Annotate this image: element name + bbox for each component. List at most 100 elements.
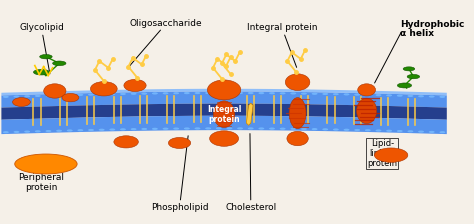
Ellipse shape xyxy=(237,92,243,94)
Ellipse shape xyxy=(227,127,232,129)
Ellipse shape xyxy=(124,79,146,92)
Ellipse shape xyxy=(114,136,138,148)
Ellipse shape xyxy=(173,127,179,130)
Ellipse shape xyxy=(46,95,51,97)
Text: Peripheral
protein: Peripheral protein xyxy=(18,157,64,192)
Ellipse shape xyxy=(210,131,238,146)
Ellipse shape xyxy=(397,130,403,132)
Ellipse shape xyxy=(311,93,318,95)
Ellipse shape xyxy=(403,67,415,71)
Ellipse shape xyxy=(99,93,105,95)
Ellipse shape xyxy=(354,93,360,96)
Ellipse shape xyxy=(213,101,235,127)
Ellipse shape xyxy=(375,129,382,132)
Ellipse shape xyxy=(365,94,371,96)
Ellipse shape xyxy=(301,128,307,130)
Ellipse shape xyxy=(291,92,296,95)
Ellipse shape xyxy=(418,131,424,133)
Text: Phospholipid: Phospholipid xyxy=(151,136,209,212)
Ellipse shape xyxy=(3,96,9,98)
Ellipse shape xyxy=(88,93,94,96)
Ellipse shape xyxy=(34,69,49,75)
Ellipse shape xyxy=(12,98,30,106)
Ellipse shape xyxy=(258,92,264,94)
Ellipse shape xyxy=(184,127,190,130)
Polygon shape xyxy=(1,91,447,108)
Ellipse shape xyxy=(163,128,168,130)
Ellipse shape xyxy=(397,95,403,97)
Ellipse shape xyxy=(269,127,275,130)
Ellipse shape xyxy=(91,82,117,96)
Text: Integral
protein: Integral protein xyxy=(207,105,241,124)
Ellipse shape xyxy=(216,92,222,94)
Ellipse shape xyxy=(258,127,264,130)
Ellipse shape xyxy=(407,74,419,79)
Ellipse shape xyxy=(408,95,413,97)
Ellipse shape xyxy=(205,92,211,94)
Polygon shape xyxy=(1,89,447,95)
Ellipse shape xyxy=(152,92,158,95)
Text: Oligosaccharide: Oligosaccharide xyxy=(128,19,202,68)
Ellipse shape xyxy=(131,93,137,95)
Ellipse shape xyxy=(280,128,286,130)
Ellipse shape xyxy=(429,131,435,133)
Ellipse shape xyxy=(14,131,19,133)
Ellipse shape xyxy=(168,138,191,149)
Text: Glycolipid: Glycolipid xyxy=(19,24,64,74)
Ellipse shape xyxy=(354,129,360,131)
Ellipse shape xyxy=(77,129,83,131)
Ellipse shape xyxy=(131,128,137,130)
Ellipse shape xyxy=(365,129,371,131)
Text: α helix: α helix xyxy=(400,29,434,38)
Ellipse shape xyxy=(141,93,147,95)
Ellipse shape xyxy=(24,95,30,97)
Ellipse shape xyxy=(67,94,73,96)
Polygon shape xyxy=(246,103,253,125)
Ellipse shape xyxy=(173,92,179,94)
Ellipse shape xyxy=(429,95,435,98)
Text: Hydrophobic: Hydrophobic xyxy=(400,20,465,29)
Ellipse shape xyxy=(333,93,339,95)
Ellipse shape xyxy=(418,95,424,97)
Ellipse shape xyxy=(205,127,211,129)
Ellipse shape xyxy=(56,94,62,97)
Ellipse shape xyxy=(237,127,243,129)
Ellipse shape xyxy=(35,130,41,132)
Ellipse shape xyxy=(56,130,62,132)
Ellipse shape xyxy=(289,98,306,129)
Ellipse shape xyxy=(439,131,445,133)
Ellipse shape xyxy=(77,94,83,96)
Ellipse shape xyxy=(163,92,168,94)
Ellipse shape xyxy=(3,131,9,133)
Ellipse shape xyxy=(109,128,115,131)
Ellipse shape xyxy=(397,83,411,88)
Ellipse shape xyxy=(152,128,158,130)
Ellipse shape xyxy=(14,95,19,98)
Ellipse shape xyxy=(141,128,147,130)
Ellipse shape xyxy=(248,92,254,94)
Ellipse shape xyxy=(375,94,382,96)
Ellipse shape xyxy=(194,127,201,129)
Ellipse shape xyxy=(269,92,275,94)
Ellipse shape xyxy=(439,96,445,98)
Ellipse shape xyxy=(208,80,241,100)
Ellipse shape xyxy=(344,93,349,95)
Ellipse shape xyxy=(40,54,52,59)
Ellipse shape xyxy=(280,92,286,94)
Ellipse shape xyxy=(227,92,232,94)
Text: Lipid-
linked
protein: Lipid- linked protein xyxy=(367,139,397,168)
Ellipse shape xyxy=(386,94,392,97)
Ellipse shape xyxy=(358,84,375,96)
Ellipse shape xyxy=(322,93,328,95)
Ellipse shape xyxy=(287,131,308,146)
Text: Cholesterol: Cholesterol xyxy=(225,134,276,212)
Ellipse shape xyxy=(62,93,79,102)
Ellipse shape xyxy=(356,98,377,124)
Ellipse shape xyxy=(216,127,222,129)
Ellipse shape xyxy=(120,128,126,130)
Ellipse shape xyxy=(311,128,318,130)
Ellipse shape xyxy=(184,92,190,94)
Ellipse shape xyxy=(88,129,94,131)
Ellipse shape xyxy=(333,128,339,131)
Ellipse shape xyxy=(46,130,51,132)
